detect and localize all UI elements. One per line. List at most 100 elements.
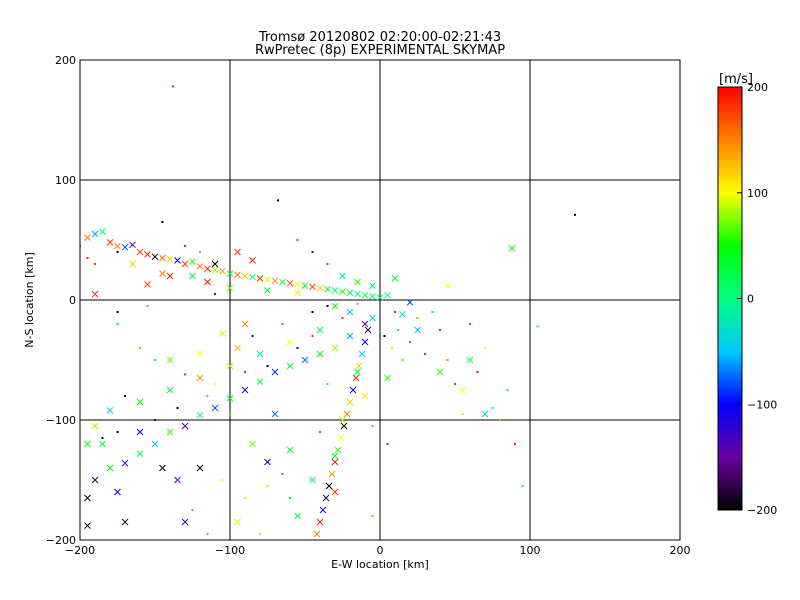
echo-dot-marker <box>319 431 321 433</box>
echo-dot-marker <box>341 317 344 319</box>
echo-x-marker <box>481 410 489 418</box>
echo-x-marker <box>354 368 361 376</box>
echo-dot-marker <box>281 323 284 325</box>
echo-dot-marker <box>251 335 254 337</box>
echo-x-marker <box>151 440 159 448</box>
echo-x-marker <box>384 291 391 299</box>
echo-x-marker <box>346 289 354 297</box>
echo-dot-marker <box>154 359 156 361</box>
y-tick-label: −200 <box>46 534 76 547</box>
echo-x-marker <box>376 294 384 301</box>
echo-dot-marker <box>409 341 411 343</box>
echo-x-marker <box>324 285 331 293</box>
echo-dot-marker <box>397 329 399 331</box>
echo-x-marker <box>361 320 369 328</box>
echo-x-marker <box>459 386 466 394</box>
echo-x-marker <box>114 242 121 250</box>
echo-x-marker <box>391 275 399 282</box>
echo-x-marker <box>294 512 301 520</box>
echo-x-marker <box>249 257 256 264</box>
echo-dot-marker <box>484 347 486 349</box>
x-axis-ticks: −200 −100 0 100 200 <box>65 544 691 557</box>
echo-x-marker <box>301 282 309 289</box>
echo-dot-marker <box>214 383 216 385</box>
echo-x-marker <box>343 410 351 418</box>
echo-x-marker <box>99 228 106 235</box>
echo-x-marker <box>166 386 174 394</box>
echo-dot-marker <box>86 257 89 259</box>
echo-x-marker <box>406 299 414 306</box>
echo-x-marker <box>211 266 219 274</box>
echo-x-marker <box>313 530 321 538</box>
echo-dot-marker <box>161 221 164 223</box>
echo-dot-marker <box>536 325 539 328</box>
echo-x-marker <box>331 287 339 294</box>
y-tick-label: 200 <box>55 54 76 67</box>
echo-x-marker <box>106 464 114 472</box>
echo-x-marker <box>339 416 346 424</box>
x-tick-label: −200 <box>65 544 95 557</box>
echo-dot-marker <box>116 323 119 325</box>
echo-dot-marker <box>281 473 284 475</box>
echo-x-marker <box>346 332 354 340</box>
echo-x-marker <box>334 446 342 454</box>
echo-x-marker <box>211 260 219 268</box>
echo-x-marker <box>166 255 174 263</box>
echo-dot-marker <box>206 533 209 535</box>
echo-x-marker <box>249 440 256 448</box>
echo-x-marker <box>264 458 271 466</box>
echo-x-marker <box>196 464 204 472</box>
echo-x-marker <box>436 368 444 376</box>
echo-x-marker <box>271 368 279 376</box>
echo-x-marker <box>369 282 376 289</box>
echo-x-marker <box>136 248 144 256</box>
echo-dot-marker <box>221 479 224 481</box>
echo-dot-marker <box>311 251 314 253</box>
echo-x-marker <box>226 284 234 292</box>
echo-dot-marker <box>244 497 246 499</box>
echo-dot-marker <box>311 335 314 337</box>
echo-dot-marker <box>446 359 449 361</box>
echo-x-marker <box>174 257 181 264</box>
echo-x-marker <box>349 386 357 394</box>
echo-x-marker <box>219 330 226 337</box>
echo-x-marker <box>346 398 354 406</box>
echo-x-marker <box>325 482 333 490</box>
echo-x-marker <box>241 272 249 280</box>
echo-dot-marker <box>506 389 509 391</box>
echo-x-marker <box>166 356 174 364</box>
echo-dot-marker <box>266 485 269 487</box>
plot-frame <box>79 59 681 541</box>
echo-x-marker <box>196 263 204 270</box>
echo-x-marker <box>226 362 234 370</box>
chart-subtitle: RwPretec (8p) EXPERIMENTAL SKYMAP <box>255 43 505 58</box>
echo-x-marker <box>136 450 144 457</box>
echo-dot-marker <box>296 239 299 241</box>
echo-dot-marker <box>439 329 441 331</box>
echo-x-marker <box>309 283 316 291</box>
echo-dot-marker <box>176 407 179 409</box>
echo-dot-marker <box>386 443 389 445</box>
echo-x-marker <box>331 344 339 352</box>
echo-dot-marker <box>521 485 524 487</box>
echo-x-marker <box>264 287 271 294</box>
echo-dot-marker <box>124 395 126 397</box>
colorbar-tick-label: 0 <box>747 293 754 306</box>
echo-x-marker <box>364 326 372 334</box>
echo-x-marker <box>444 282 451 289</box>
echo-x-marker <box>369 293 376 300</box>
echo-x-marker <box>226 270 234 277</box>
echo-x-marker <box>121 518 129 526</box>
echo-dot-marker <box>146 305 149 307</box>
echo-dot-marker <box>206 395 209 397</box>
echo-x-marker <box>151 253 159 261</box>
echo-dot-marker <box>469 323 471 325</box>
echo-dot-marker <box>116 431 119 433</box>
echo-dot-marker <box>401 359 404 361</box>
echo-x-marker <box>399 311 406 318</box>
echo-x-marker <box>361 291 369 299</box>
echo-x-marker <box>219 267 226 275</box>
echo-x-marker <box>322 494 330 502</box>
echo-x-marker <box>166 272 174 280</box>
